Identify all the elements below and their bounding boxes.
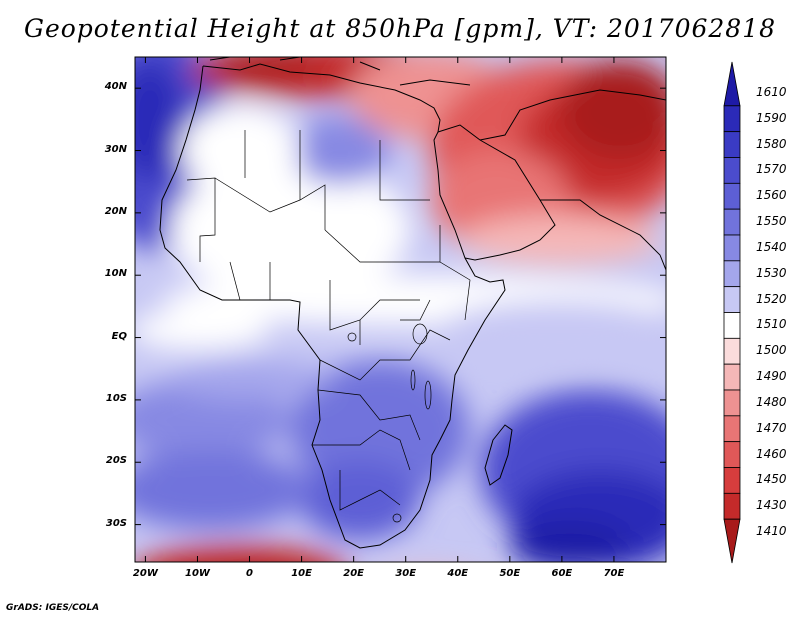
colorbar-swatch: [723, 234, 741, 262]
colorbar-swatch: [723, 467, 741, 494]
colorbar-label: 1540: [756, 239, 787, 254]
colorbar-label: 1610: [756, 84, 787, 99]
colorbar-swatch: [723, 492, 741, 520]
lat-label: 40N: [104, 81, 127, 93]
colorbar-label: 1550: [756, 214, 787, 229]
colorbar-swatch: [723, 182, 741, 210]
lon-label: 10W: [184, 568, 210, 579]
lon-label: 20W: [132, 568, 158, 579]
colorbar-label: 1560: [756, 188, 787, 203]
lat-label: 10N: [104, 268, 127, 280]
borders: [186, 130, 471, 511]
map-frame: [134, 56, 667, 563]
colorbar-label: 1530: [756, 265, 787, 280]
colorbar-swatch: [723, 157, 741, 184]
colorbar-swatch: [723, 441, 741, 468]
lon-label: 30E: [395, 568, 417, 579]
colorbar-swatch: [723, 131, 741, 158]
lon-label: 40E: [447, 568, 469, 579]
lat-label: 20S: [105, 455, 127, 467]
colorbar-label: 1510: [756, 317, 787, 332]
lat-label: 10S: [105, 392, 127, 404]
lon-label: 20E: [343, 568, 365, 579]
lon-label: 10E: [291, 568, 312, 579]
grads-credit: GrADS: IGES/COLA: [6, 603, 100, 613]
colorbar-label: 1490: [756, 369, 787, 384]
lat-label: 30S: [105, 517, 127, 529]
colorbar-swatch: [723, 260, 741, 288]
colorbar-label: 1430: [756, 498, 787, 513]
coastlines: [159, 57, 666, 549]
colorbar-swatch: [723, 61, 741, 107]
colorbar-swatch: [723, 518, 741, 564]
colorbar: [723, 61, 741, 564]
lat-label: 20N: [104, 205, 127, 217]
colorbar-swatch: [723, 363, 741, 391]
colorbar-label: 1410: [756, 524, 787, 539]
colorbar-label: 1520: [756, 291, 787, 306]
colorbar-label: 1450: [756, 472, 787, 487]
chart-title: Geopotential Height at 850hPa [gpm], VT:…: [23, 14, 777, 43]
lon-label: 50E: [499, 568, 521, 579]
colorbar-swatch: [723, 337, 741, 365]
colorbar-label: 1500: [756, 343, 787, 358]
colorbar-label: 1480: [756, 394, 787, 409]
colorbar-label: 1590: [756, 110, 787, 125]
lon-label: 0: [246, 568, 253, 579]
lakes: [347, 323, 432, 523]
colorbar-swatch: [723, 415, 741, 443]
colorbar-label: 1470: [756, 420, 787, 435]
lon-label: 70E: [603, 568, 625, 579]
lat-label: EQ: [111, 330, 127, 342]
colorbar-swatch: [723, 105, 741, 133]
colorbar-label: 1580: [756, 136, 787, 151]
colorbar-swatch: [723, 208, 741, 236]
colorbar-label: 1460: [756, 446, 787, 461]
colorbar-label: 1570: [756, 162, 787, 177]
axis-ticks: [135, 57, 666, 562]
lat-label: 30N: [104, 143, 127, 155]
lon-label: 60E: [551, 568, 573, 579]
colorbar-swatch: [723, 286, 741, 313]
colorbar-swatch: [723, 389, 741, 417]
colorbar-swatch: [723, 312, 741, 339]
height-field: [135, 57, 666, 562]
